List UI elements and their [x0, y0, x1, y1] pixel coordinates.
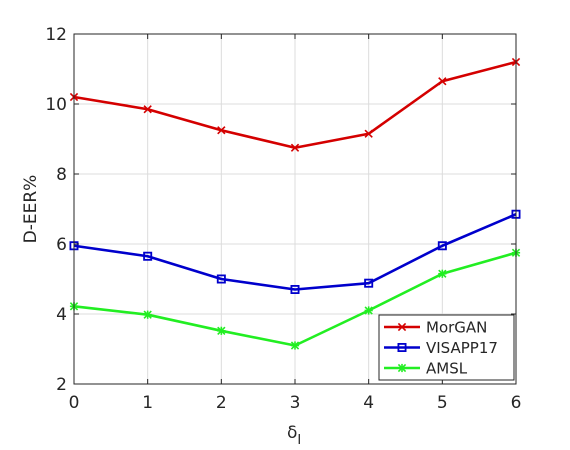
- y-tick-label: 2: [56, 375, 67, 395]
- series-layer: [69, 57, 521, 350]
- x-tick-label: 3: [290, 393, 301, 413]
- data-point-visapp17: [216, 274, 226, 284]
- y-tick-label: 8: [56, 165, 67, 185]
- data-point-amsl: [143, 310, 152, 319]
- data-point-visapp17: [290, 284, 300, 294]
- x-tick-label: 0: [69, 393, 80, 413]
- legend-label-amsl: AMSL: [426, 360, 468, 378]
- legend-marker-visapp17: [397, 342, 407, 352]
- legend-label-visapp17: VISAPP17: [426, 339, 498, 357]
- data-point-morgan: [438, 77, 447, 86]
- y-tick-label: 6: [56, 235, 67, 255]
- x-tick-label: 6: [511, 393, 522, 413]
- data-point-morgan: [364, 129, 373, 138]
- data-point-visapp17: [437, 241, 447, 251]
- y-tick-label: 12: [45, 25, 67, 45]
- series-line-visapp17: [73, 213, 517, 291]
- axis-ticks: [73, 33, 517, 385]
- legend-label-morgan: MorGAN: [426, 319, 487, 337]
- legend: MorGAN VISAPP17 AMSL: [378, 314, 515, 381]
- y-axis-label: D-EER%: [21, 175, 41, 244]
- legend-marker-amsl: [397, 363, 407, 373]
- data-point-amsl: [364, 306, 373, 315]
- x-axis-label: δI: [287, 423, 301, 448]
- data-point-amsl: [438, 269, 447, 278]
- data-point-visapp17: [364, 278, 374, 288]
- data-point-morgan: [217, 126, 226, 135]
- x-tick-label: 2: [216, 393, 227, 413]
- x-tick-label: 4: [363, 393, 374, 413]
- data-point-amsl: [290, 341, 300, 350]
- x-tick-label: 5: [437, 393, 448, 413]
- x-axis-label-subscript: I: [297, 433, 301, 448]
- data-point-morgan: [290, 143, 300, 152]
- y-tick-label: 10: [45, 95, 67, 115]
- data-point-morgan: [143, 105, 152, 114]
- x-axis-label-symbol: δ: [287, 423, 297, 443]
- x-tick-label: 1: [142, 393, 153, 413]
- data-point-amsl: [217, 326, 226, 335]
- data-point-visapp17: [143, 251, 153, 261]
- y-tick-label: 4: [56, 305, 67, 325]
- legend-marker-morgan: [397, 322, 407, 332]
